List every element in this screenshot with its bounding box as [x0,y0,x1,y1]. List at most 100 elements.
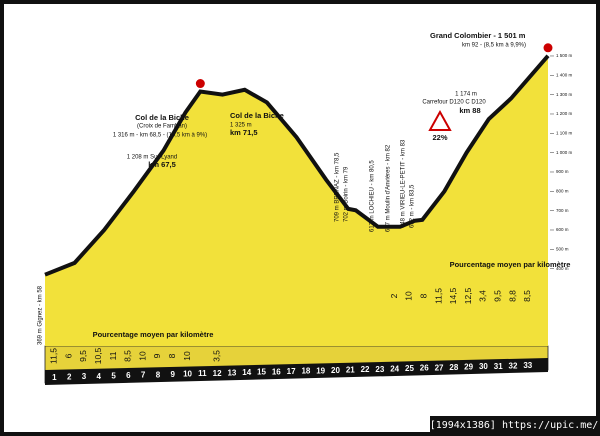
x-tick-label: 28 [449,363,458,372]
grade-label: 9,5 [78,350,88,362]
x-tick-label: 7 [141,371,146,380]
annotation: Carrefour D120 C D120 [422,100,486,106]
x-tick-label: 15 [257,368,266,377]
annotation: 1 316 m - km 68,5 - (10,5 km à 9%) [113,133,207,139]
annotation: km 71,5 [230,128,258,137]
grade-label: 11,5 [49,348,59,364]
x-tick-label: 24 [390,364,399,373]
grade-label: 11 [108,351,118,360]
warning-sign [428,109,452,131]
x-tick-label: 8 [156,370,161,379]
grade-label: 14,5 [448,287,458,304]
x-tick-label: 32 [509,361,518,370]
x-tick-label: 29 [464,363,473,372]
x-tick-label: 12 [213,369,222,378]
y-tick-label: 500 m [556,247,569,252]
profile-line [44,54,550,277]
x-tick-label: 27 [435,363,444,372]
x-tick-label: 6 [126,371,131,380]
annotation: 648 m VIRIEU-LE-PETIT - km 83 [401,139,407,228]
y-tick-label: 1 400 m [556,72,573,77]
grade-label: 2 [389,293,399,298]
y-tick-label: 600 m [556,227,569,232]
grade-label: 10 [137,351,147,361]
grade-label: 8 [167,353,177,358]
y-tick-label: 1 300 m [556,92,573,97]
annotation: km 92 - (8,5 km à 9,9%) [462,43,526,49]
grade-label: 3,5 [211,350,221,362]
y-tick-label: 900 m [556,169,569,174]
base [44,345,549,385]
grade-label: 9 [152,353,162,358]
watermark-box [430,416,598,434]
km-band [45,358,548,385]
grade-label: 6 [63,353,73,358]
grade-label: 8,8 [507,290,517,302]
x-tick-label: 23 [375,365,384,374]
x-tick-label: 21 [346,366,355,375]
grade-label: 9,5 [492,290,502,302]
grade-label: 8,5 [123,350,133,362]
annotation: Pourcentage moyen par kilomètre [93,330,214,339]
summit-marker [542,42,554,54]
x-tick-label: 18 [301,367,310,376]
y-tick-label: 1 200 m [556,111,573,116]
x-tick-label: 1 [52,373,57,382]
y-tick-label: 1 100 m [556,130,573,135]
x-tick-label: 9 [171,370,176,379]
annotation: 652 m - km 83,5 [410,184,416,228]
grade-label: 10,5 [93,347,103,364]
annotation: 369 m Gignez - km 58 [38,285,44,345]
annotation: km 88 [459,106,480,115]
y-tick-label: 700 m [556,208,569,213]
x-tick-label: 2 [67,373,72,382]
x-tick-label: 3 [82,372,87,381]
grade-label: 10 [404,291,414,301]
grade-label: 8 [419,293,429,298]
annotation: 702 m Boirin - km 79 [344,166,350,222]
grade-label: 11,5 [433,288,443,304]
x-tick-label: 26 [420,364,429,373]
x-tick-label: 22 [361,365,370,374]
y-tick-label: 1 500 m [556,53,573,58]
annotation: 1 208 m Sur Lyand [127,155,177,161]
plot: 1 500 m 1 400 m 1 300 m 1 200 m 1 100 m 1 000… [44,42,573,382]
summit-marker [194,78,206,90]
annotation: (Croix de Famban) [137,124,187,130]
annotation: 617 m Moulin d'Anvières - km 82 [386,144,392,232]
x-tick-label: 14 [242,368,251,377]
grade-label: 12,5 [463,287,473,304]
x-tick-label: 30 [479,362,488,371]
x-tick-label: 16 [272,367,281,376]
grade-label: 8,5 [522,290,532,302]
x-tick-label: 19 [316,366,325,375]
annotation: 617 m LOCHIEU - km 80,5 [370,160,376,232]
annotation: Col de la Biche [230,111,284,120]
y-tick-label: 1 000 m [556,150,573,155]
annotation: 22% [432,133,447,142]
y-tick-label: 400 m [556,266,569,271]
annotations: Col de la Biche (Croix de Famban) 1 316 … [38,31,571,345]
annotation: km 67,5 [148,160,176,169]
annotation: Col de la Biche [135,113,189,122]
annotation: 1 325 m [230,123,252,129]
x-tick-label: 20 [331,366,340,375]
grade-label: 3,4 [478,290,488,302]
x-tick-label: 5 [111,371,116,380]
x-tick-label: 25 [405,364,414,373]
annotation: 1 174 m [455,92,477,98]
watermark: [1994x1386] https://upic.me/ [430,420,599,431]
profile-area [45,55,548,347]
x-tick-label: 33 [523,361,532,370]
annotation: Grand Colombier - 1 501 m [430,31,526,40]
x-tick-label: 31 [494,362,503,371]
grade-label: 10 [182,351,192,361]
x-tick-label: 10 [183,370,192,379]
annotation: Pourcentage moyen par kilomètre [450,260,571,269]
x-tick-label: 4 [97,372,102,381]
annotation: 709 m BRENAZ - km 78,5 [335,152,341,222]
x-tick-label: 13 [227,368,236,377]
x-tick-label: 17 [287,367,296,376]
y-tick-label: 800 m [556,189,569,194]
